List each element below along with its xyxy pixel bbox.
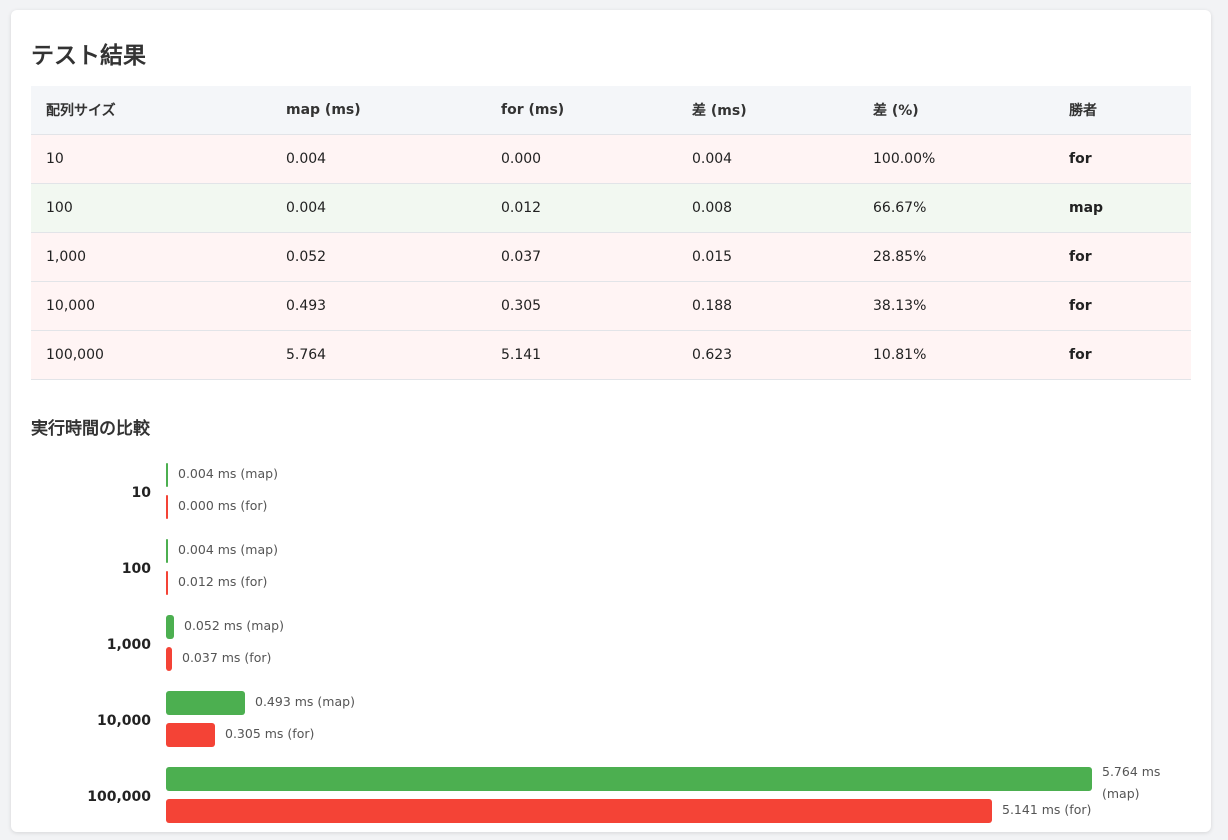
chart-bar-row: 0.004 ms (map) <box>166 463 1191 487</box>
chart-data-label: 0.000 ms (for) <box>178 498 268 513</box>
chart-data-label: 0.037 ms (for) <box>182 650 272 665</box>
chart-bar-map <box>166 767 1092 791</box>
cell-diff: 0.188 <box>677 281 858 331</box>
chart-data-label: 5.764 ms (map) <box>1102 764 1161 801</box>
cell-size: 10,000 <box>31 281 271 331</box>
chart-bar-map <box>166 691 245 715</box>
page-title: テスト結果 <box>31 43 146 69</box>
cell-for: 0.305 <box>486 281 677 331</box>
chart-category-label: 10 <box>131 485 151 501</box>
chart-data-label: 0.305 ms (for) <box>225 726 315 741</box>
table-row: 10 0.004 0.000 0.004 100.00% for <box>31 134 1191 184</box>
cell-diff: 0.008 <box>677 183 858 233</box>
cell-pct: 28.85% <box>858 232 1054 282</box>
chart-bar-row: 0.012 ms (for) <box>166 571 1191 595</box>
header-map-ms: map (ms) <box>271 86 486 135</box>
table-row: 100 0.004 0.012 0.008 66.67% map <box>31 183 1191 233</box>
chart-group: 1,000 0.052 ms (map) 0.037 ms (for) <box>31 615 1191 679</box>
table-header-row: 配列サイズ map (ms) for (ms) 差 (ms) 差 (%) 勝者 <box>31 86 1191 135</box>
cell-map: 0.004 <box>271 134 486 184</box>
chart-bar-for <box>166 723 215 747</box>
chart-group: 10,000 0.493 ms (map) 0.305 ms (for) <box>31 691 1191 755</box>
cell-map: 5.764 <box>271 330 486 380</box>
cell-for: 0.012 <box>486 183 677 233</box>
chart-bar-for <box>166 495 168 519</box>
chart-bar-for <box>166 799 992 823</box>
chart-data-label: 0.004 ms (map) <box>178 542 278 557</box>
table-row: 100,000 5.764 5.141 0.623 10.81% for <box>31 330 1191 380</box>
header-array-size: 配列サイズ <box>31 86 271 135</box>
cell-diff: 0.004 <box>677 134 858 184</box>
chart-group: 100 0.004 ms (map) 0.012 ms (for) <box>31 539 1191 603</box>
chart-category-label: 10,000 <box>96 713 151 729</box>
chart-bar-row: 0.000 ms (for) <box>166 495 1191 519</box>
chart-data-label: 0.493 ms (map) <box>255 694 355 709</box>
chart-bar-for <box>166 647 172 671</box>
chart-data-label: 0.012 ms (for) <box>178 574 268 589</box>
table-row: 1,000 0.052 0.037 0.015 28.85% for <box>31 232 1191 282</box>
chart-group: 10 0.004 ms (map) 0.000 ms (for) <box>31 463 1191 527</box>
chart-group: 100,000 5.764 ms (map) 5.141 ms (for) <box>31 764 1191 831</box>
chart-bar-row: 0.305 ms (for) <box>166 723 1191 747</box>
cell-pct: 100.00% <box>858 134 1054 184</box>
chart-category-label: 1,000 <box>106 637 151 653</box>
cell-size: 1,000 <box>31 232 271 282</box>
cell-map: 0.052 <box>271 232 486 282</box>
header-diff-ms: 差 (ms) <box>677 86 858 135</box>
cell-size: 10 <box>31 134 271 184</box>
cell-diff: 0.015 <box>677 232 858 282</box>
cell-pct: 10.81% <box>858 330 1054 380</box>
table-row: 10,000 0.493 0.305 0.188 38.13% for <box>31 281 1191 331</box>
cell-pct: 38.13% <box>858 281 1054 331</box>
results-table: 配列サイズ map (ms) for (ms) 差 (ms) 差 (%) 勝者 … <box>31 86 1191 380</box>
cell-for: 0.037 <box>486 232 677 282</box>
results-card: テスト結果 配列サイズ map (ms) for (ms) 差 (ms) 差 (… <box>11 10 1211 832</box>
chart-bar-row: 0.037 ms (for) <box>166 647 1191 671</box>
cell-size: 100 <box>31 183 271 233</box>
cell-winner: map <box>1054 183 1191 233</box>
header-winner: 勝者 <box>1054 86 1191 135</box>
cell-winner: for <box>1054 232 1191 282</box>
chart-data-label: 0.052 ms (map) <box>184 618 284 633</box>
chart-bar-map <box>166 463 168 487</box>
cell-winner: for <box>1054 134 1191 184</box>
chart-bar-row: 5.141 ms (for) <box>166 799 1191 823</box>
chart-category-label: 100,000 <box>87 789 151 805</box>
chart-bar-row: 0.004 ms (map) <box>166 539 1191 563</box>
cell-winner: for <box>1054 281 1191 331</box>
chart-bar-map <box>166 539 168 563</box>
header-diff-pct: 差 (%) <box>858 86 1054 135</box>
chart-category-label: 100 <box>121 561 151 577</box>
chart-data-label: 0.004 ms (map) <box>178 466 278 481</box>
chart-bar-row: 0.052 ms (map) <box>166 615 1191 639</box>
chart-bar-map <box>166 615 174 639</box>
cell-size: 100,000 <box>31 330 271 380</box>
chart-title: 実行時間の比較 <box>31 419 150 439</box>
cell-map: 0.004 <box>271 183 486 233</box>
header-for-ms: for (ms) <box>486 86 677 135</box>
cell-pct: 66.67% <box>858 183 1054 233</box>
cell-for: 5.141 <box>486 330 677 380</box>
cell-for: 0.000 <box>486 134 677 184</box>
chart-bar-row: 5.764 ms (map) <box>166 764 1191 801</box>
chart-data-label: 5.141 ms (for) <box>1002 802 1092 817</box>
cell-diff: 0.623 <box>677 330 858 380</box>
comparison-bar-chart: 10 0.004 ms (map) 0.000 ms (for) 100 0.004 m… <box>31 450 1191 823</box>
cell-winner: for <box>1054 330 1191 380</box>
chart-bar-row: 0.493 ms (map) <box>166 691 1191 715</box>
chart-bar-for <box>166 571 168 595</box>
cell-map: 0.493 <box>271 281 486 331</box>
